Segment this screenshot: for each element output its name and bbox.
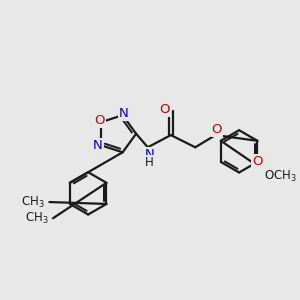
Text: O: O: [252, 155, 263, 168]
Text: N: N: [119, 107, 129, 120]
Text: O: O: [94, 114, 105, 128]
Text: H: H: [145, 156, 154, 169]
Text: O: O: [212, 123, 222, 136]
Text: CH$_3$: CH$_3$: [21, 194, 45, 210]
Text: O: O: [160, 103, 170, 116]
Text: N: N: [93, 139, 103, 152]
Text: CH$_3$: CH$_3$: [25, 211, 48, 226]
Text: OCH$_3$: OCH$_3$: [263, 169, 296, 184]
Text: N: N: [144, 148, 154, 161]
